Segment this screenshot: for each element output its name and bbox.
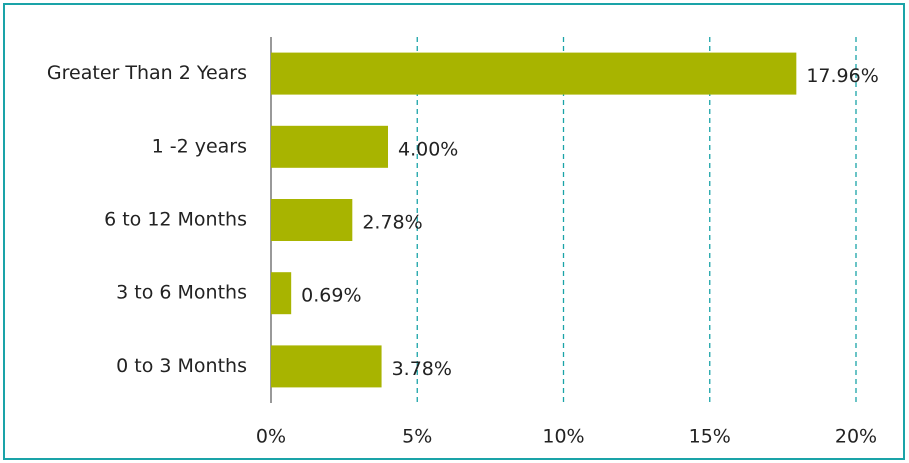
x-tick-label: 15% [689, 426, 731, 448]
data-label: 0.69% [301, 285, 361, 307]
x-tick-label: 10% [542, 426, 584, 448]
x-tick-label: 0% [256, 426, 286, 448]
y-tick-label: Greater Than 2 Years [47, 62, 247, 84]
y-tick-label: 1 -2 years [152, 135, 247, 157]
bar [271, 345, 382, 388]
bar [271, 52, 797, 95]
y-tick-label: 6 to 12 Months [104, 209, 247, 231]
x-tick-label: 20% [835, 426, 877, 448]
data-label: 4.00% [398, 138, 458, 160]
data-label: 17.96% [806, 65, 878, 87]
y-tick-label: 0 to 3 Months [116, 355, 247, 377]
data-label: 2.78% [362, 212, 422, 234]
data-label: 3.78% [392, 358, 452, 380]
bar [271, 199, 353, 241]
x-tick-label: 5% [402, 426, 432, 448]
y-tick-label: 3 to 6 Months [116, 282, 247, 304]
bar [271, 272, 292, 315]
bar [271, 125, 388, 168]
